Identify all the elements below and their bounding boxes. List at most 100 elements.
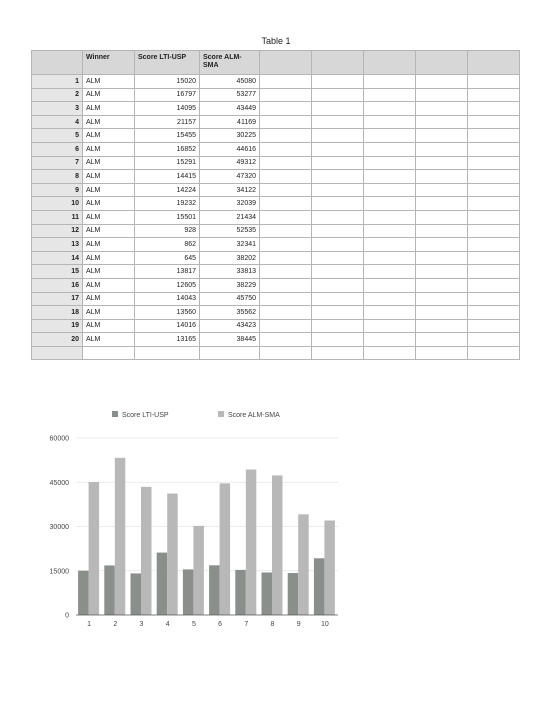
cell-empty[interactable]	[259, 101, 312, 116]
cell-score-alm-sma[interactable]: 38202	[199, 250, 260, 266]
cell-empty[interactable]	[363, 155, 416, 171]
cell-score-lti-usp[interactable]: 12605	[134, 277, 200, 293]
cell-empty[interactable]	[467, 223, 520, 239]
cell-winner[interactable]: ALM	[82, 277, 135, 293]
cell-empty[interactable]	[259, 291, 312, 307]
bar-lti-usp[interactable]	[130, 573, 142, 615]
cell-score-alm-sma[interactable]: 41169	[199, 114, 260, 130]
cell-score-lti-usp[interactable]: 21157	[134, 114, 200, 130]
cell-empty[interactable]	[311, 264, 364, 279]
cell-empty[interactable]	[363, 305, 416, 320]
cell-empty[interactable]	[467, 128, 520, 143]
cell-score-alm-sma[interactable]: 32341	[199, 237, 260, 252]
cell-empty[interactable]	[363, 277, 416, 293]
cell-empty[interactable]	[363, 114, 416, 130]
cell-score-lti-usp[interactable]: 14043	[134, 291, 200, 307]
cell-empty[interactable]	[415, 169, 468, 184]
cell-empty[interactable]	[311, 141, 364, 157]
cell-winner[interactable]: ALM	[82, 305, 135, 320]
cell-empty[interactable]	[415, 114, 468, 130]
cell-empty[interactable]	[363, 332, 416, 347]
header-score-lti-usp[interactable]: Score LTI-USP	[134, 50, 200, 75]
cell-score-alm-sma[interactable]: 35562	[199, 305, 260, 320]
cell-empty[interactable]	[259, 114, 312, 130]
cell-empty[interactable]	[259, 223, 312, 239]
cell-empty[interactable]	[467, 74, 520, 89]
cell-empty[interactable]	[467, 182, 520, 198]
cell-empty[interactable]	[134, 345, 200, 361]
cell-empty[interactable]	[259, 196, 312, 211]
cell-empty[interactable]	[467, 101, 520, 116]
cell-winner[interactable]: ALM	[82, 74, 135, 89]
cell-empty[interactable]	[415, 318, 468, 334]
bar-lti-usp[interactable]	[261, 572, 273, 615]
bar-alm-sma[interactable]	[298, 514, 309, 615]
cell-winner[interactable]: ALM	[82, 237, 135, 252]
cell-score-lti-usp[interactable]: 928	[134, 223, 200, 239]
cell-score-lti-usp[interactable]: 19232	[134, 196, 200, 211]
bar-lti-usp[interactable]	[156, 552, 168, 615]
cell-score-lti-usp[interactable]: 645	[134, 250, 200, 266]
cell-empty[interactable]	[415, 291, 468, 307]
cell-winner[interactable]: ALM	[82, 155, 135, 171]
cell-empty[interactable]	[311, 114, 364, 130]
cell-score-alm-sma[interactable]: 43449	[199, 101, 260, 116]
cell-empty[interactable]	[311, 332, 364, 347]
bar-lti-usp[interactable]	[287, 573, 299, 615]
bar-lti-usp[interactable]	[313, 558, 325, 615]
row-number[interactable]: 2	[31, 87, 83, 103]
cell-empty[interactable]	[363, 141, 416, 157]
cell-empty[interactable]	[311, 209, 364, 225]
cell-empty[interactable]	[259, 155, 312, 171]
cell-empty[interactable]	[467, 87, 520, 103]
cell-score-lti-usp[interactable]: 862	[134, 237, 200, 252]
cell-score-alm-sma[interactable]: 49312	[199, 155, 260, 171]
cell-empty[interactable]	[363, 169, 416, 184]
row-number[interactable]: 19	[31, 318, 83, 334]
bar-lti-usp[interactable]	[104, 565, 115, 615]
row-number[interactable]: 15	[31, 264, 83, 279]
cell-score-lti-usp[interactable]: 14415	[134, 169, 200, 184]
cell-empty[interactable]	[311, 128, 364, 143]
cell-empty[interactable]	[415, 332, 468, 347]
cell-empty[interactable]	[467, 318, 520, 334]
row-number[interactable]: 8	[31, 169, 83, 184]
cell-score-lti-usp[interactable]: 16797	[134, 87, 200, 103]
cell-empty[interactable]	[363, 237, 416, 252]
header-winner[interactable]: Winner	[82, 50, 135, 75]
cell-empty[interactable]	[363, 264, 416, 279]
cell-empty[interactable]	[363, 182, 416, 198]
cell-score-alm-sma[interactable]: 21434	[199, 209, 260, 225]
cell-empty[interactable]	[363, 101, 416, 116]
cell-winner[interactable]: ALM	[82, 101, 135, 116]
row-number[interactable]: 9	[31, 182, 83, 198]
bar-lti-usp[interactable]	[209, 565, 220, 615]
bar-lti-usp[interactable]	[235, 569, 246, 615]
cell-empty[interactable]	[467, 209, 520, 225]
row-number-empty[interactable]	[31, 345, 83, 361]
cell-empty[interactable]	[259, 250, 312, 266]
cell-score-lti-usp[interactable]: 16852	[134, 141, 200, 157]
cell-empty[interactable]	[415, 305, 468, 320]
cell-empty[interactable]	[311, 182, 364, 198]
cell-empty[interactable]	[259, 128, 312, 143]
cell-empty[interactable]	[467, 291, 520, 307]
cell-empty[interactable]	[467, 264, 520, 279]
cell-empty[interactable]	[311, 305, 364, 320]
cell-score-alm-sma[interactable]: 45750	[199, 291, 260, 307]
bar-lti-usp[interactable]	[78, 570, 89, 615]
row-number[interactable]: 7	[31, 155, 83, 171]
row-number[interactable]: 3	[31, 101, 83, 116]
cell-empty[interactable]	[363, 128, 416, 143]
cell-score-lti-usp[interactable]: 14224	[134, 182, 200, 198]
cell-empty[interactable]	[415, 345, 468, 361]
cell-score-alm-sma[interactable]: 47320	[199, 169, 260, 184]
cell-winner[interactable]: ALM	[82, 169, 135, 184]
bar-alm-sma[interactable]	[219, 483, 231, 615]
cell-score-alm-sma[interactable]: 45080	[199, 74, 260, 89]
bar-alm-sma[interactable]	[88, 482, 100, 615]
cell-empty[interactable]	[311, 155, 364, 171]
row-number[interactable]: 11	[31, 209, 83, 225]
cell-empty[interactable]	[311, 196, 364, 211]
cell-score-alm-sma[interactable]: 53277	[199, 87, 260, 103]
